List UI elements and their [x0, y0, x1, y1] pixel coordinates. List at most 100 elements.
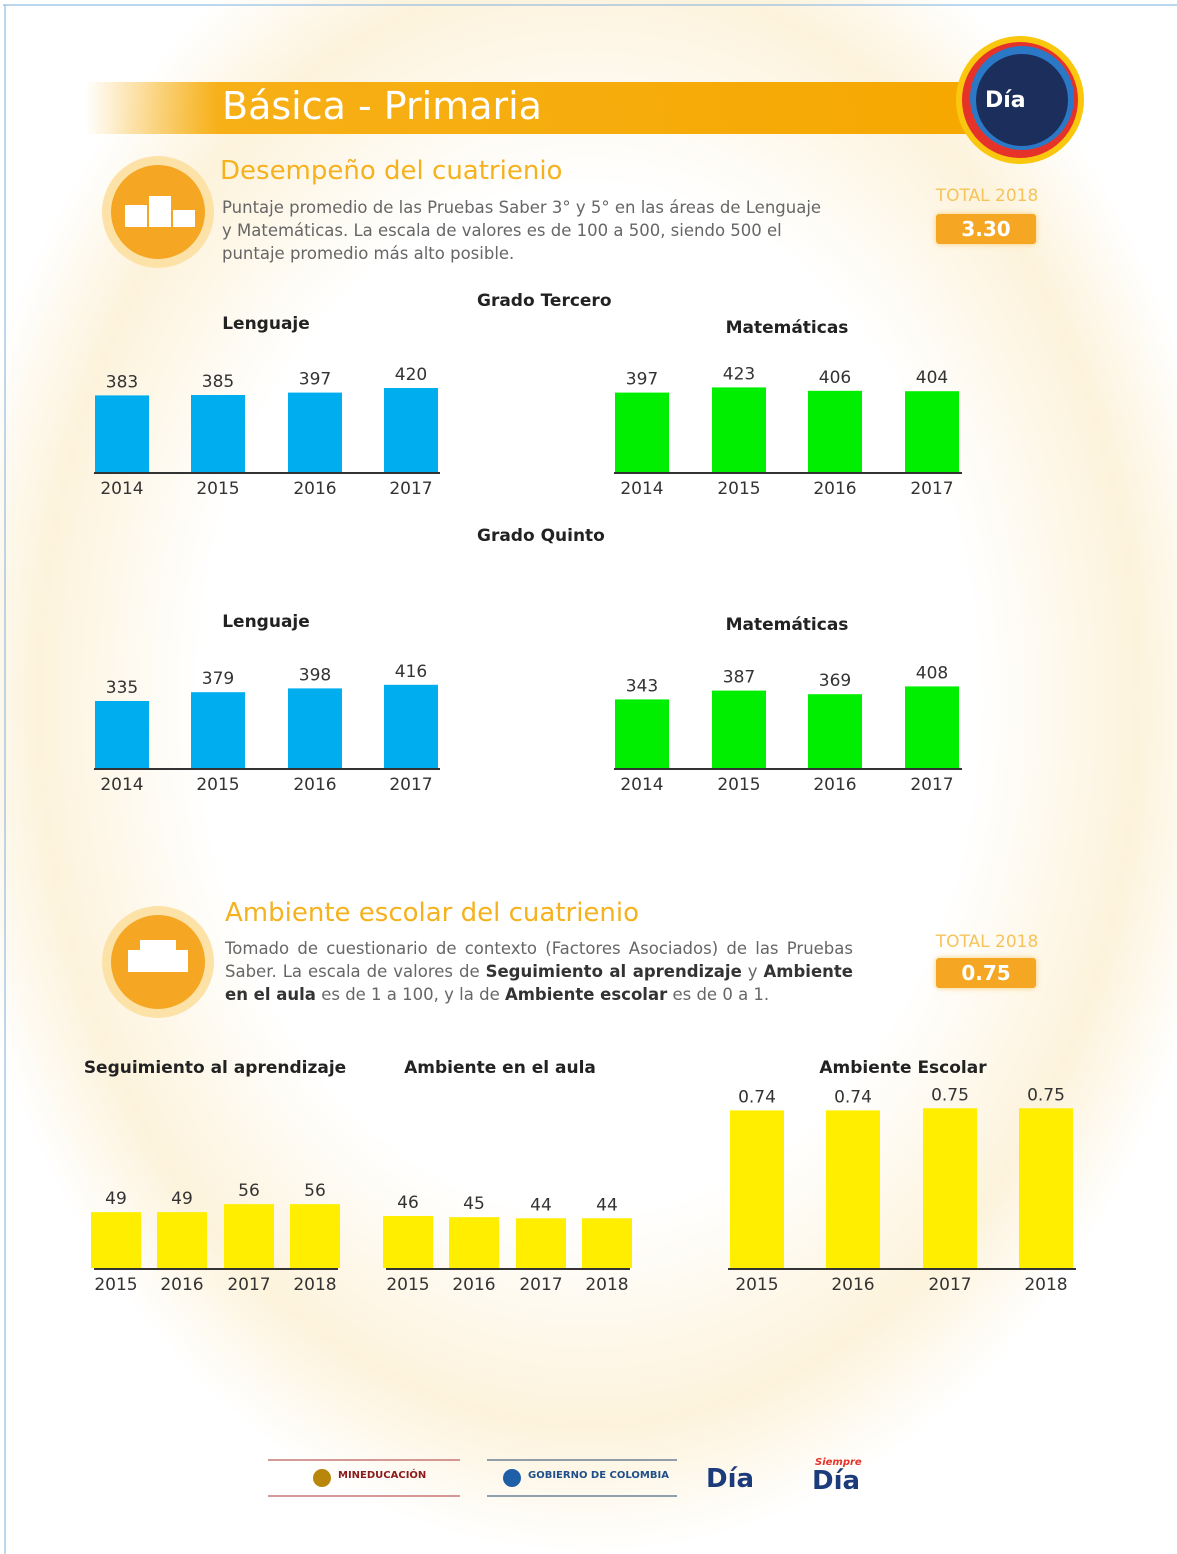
icon — [140, 940, 176, 950]
x-tick-label: 2015 — [94, 1275, 137, 1295]
emblem — [503, 1469, 521, 1487]
bar — [290, 1204, 340, 1268]
section-description: Tomado de cuestionario de contexto (Fact… — [225, 937, 853, 1006]
chart-title: Lenguaje — [222, 612, 310, 632]
data-label: 0.74 — [738, 1087, 776, 1107]
footer-logo: Día — [706, 1464, 755, 1494]
bar — [91, 1212, 141, 1268]
section-title: Ambiente escolar del cuatrienio — [225, 898, 640, 928]
x-tick-label: 2017 — [519, 1275, 562, 1295]
x-tick-label: 2017 — [910, 775, 953, 795]
bar — [712, 690, 766, 768]
data-label: 44 — [596, 1195, 618, 1215]
data-label: 49 — [105, 1189, 127, 1209]
data-label: 406 — [819, 368, 851, 388]
data-label: 397 — [626, 370, 658, 390]
data-label: 420 — [395, 365, 427, 385]
data-label: 387 — [723, 668, 755, 688]
x-tick-label: 2017 — [227, 1275, 270, 1295]
bar — [224, 1204, 274, 1268]
data-label: 56 — [238, 1181, 260, 1201]
bar — [905, 391, 959, 472]
bar — [288, 392, 342, 472]
icon — [128, 950, 188, 972]
x-tick-label: 2016 — [452, 1275, 495, 1295]
bar — [191, 692, 245, 768]
total-label: TOTAL 2018 — [935, 932, 1039, 952]
chart-title: Matemáticas — [726, 615, 849, 635]
total-label: TOTAL 2018 — [935, 186, 1039, 206]
data-label: 44 — [530, 1195, 552, 1215]
data-label: 416 — [395, 662, 427, 682]
description-text: es de 0 a 1. — [667, 985, 770, 1004]
icon — [149, 196, 171, 227]
x-tick-label: 2015 — [717, 479, 760, 499]
footer-logo: GOBIERNO DE COLOMBIA — [528, 1470, 669, 1481]
description-text: es de 1 a 100, y la de — [315, 985, 505, 1004]
bar — [615, 392, 669, 472]
bar — [516, 1218, 566, 1268]
footer-logo: Día — [812, 1466, 861, 1496]
bar — [730, 1110, 784, 1268]
x-tick-label: 2015 — [386, 1275, 429, 1295]
icon — [173, 210, 195, 227]
data-label: 423 — [723, 364, 755, 384]
x-tick-label: 2015 — [196, 775, 239, 795]
description-text: Tomado de cuestionario de contexto (Fact… — [225, 939, 853, 981]
bar — [288, 688, 342, 768]
data-label: 56 — [304, 1181, 326, 1201]
section-title: Desempeño del cuatrienio — [220, 156, 563, 186]
bar — [826, 1110, 880, 1268]
data-label: 383 — [106, 372, 138, 392]
x-tick-label: 2014 — [620, 775, 663, 795]
grade-title: Grado Quinto — [477, 526, 605, 546]
data-label: 398 — [299, 665, 331, 685]
bar — [384, 388, 438, 472]
bar — [191, 395, 245, 472]
description-text: Seguimiento al aprendizaje — [485, 962, 742, 981]
chart-title: Matemáticas — [726, 318, 849, 338]
x-tick-label: 2016 — [831, 1275, 874, 1295]
logo-disc — [976, 54, 1068, 146]
chart-title: Ambiente Escolar — [819, 1058, 987, 1078]
x-tick-label: 2018 — [1024, 1275, 1067, 1295]
chart-title: Ambiente en el aula — [404, 1058, 596, 1078]
bar — [808, 694, 862, 768]
bar — [95, 701, 149, 768]
data-label: 404 — [916, 368, 948, 388]
x-tick-label: 2016 — [293, 775, 336, 795]
chart-title: Lenguaje — [222, 314, 310, 334]
data-label: 49 — [171, 1189, 193, 1209]
x-tick-label: 2018 — [293, 1275, 336, 1295]
x-tick-label: 2016 — [160, 1275, 203, 1295]
x-tick-label: 2015 — [717, 775, 760, 795]
bar — [615, 699, 669, 768]
bar — [905, 686, 959, 768]
total-value: 3.30 — [936, 214, 1036, 244]
description-text: Puntaje promedio de las Pruebas Saber 3°… — [222, 198, 822, 263]
x-tick-label: 2014 — [100, 775, 143, 795]
footer-logo: MINEDUCACIÓN — [338, 1470, 427, 1481]
bar — [1019, 1108, 1073, 1268]
data-label: 397 — [299, 370, 331, 390]
x-tick-label: 2016 — [813, 479, 856, 499]
chart-title: Seguimiento al aprendizaje — [84, 1058, 346, 1078]
description-text: y — [741, 962, 764, 981]
section-description: Puntaje promedio de las Pruebas Saber 3°… — [222, 196, 822, 265]
bar — [923, 1108, 977, 1268]
bar — [95, 395, 149, 472]
x-tick-label: 2017 — [928, 1275, 971, 1295]
banner-title: Básica - Primaria — [222, 84, 542, 128]
x-tick-label: 2014 — [620, 479, 663, 499]
data-label: 408 — [916, 663, 948, 683]
description-text: Ambiente en el aula — [225, 962, 853, 1004]
bar — [449, 1217, 499, 1268]
icon — [125, 205, 147, 227]
x-tick-label: 2014 — [100, 479, 143, 499]
x-tick-label: 2015 — [196, 479, 239, 499]
x-tick-label: 2016 — [293, 479, 336, 499]
